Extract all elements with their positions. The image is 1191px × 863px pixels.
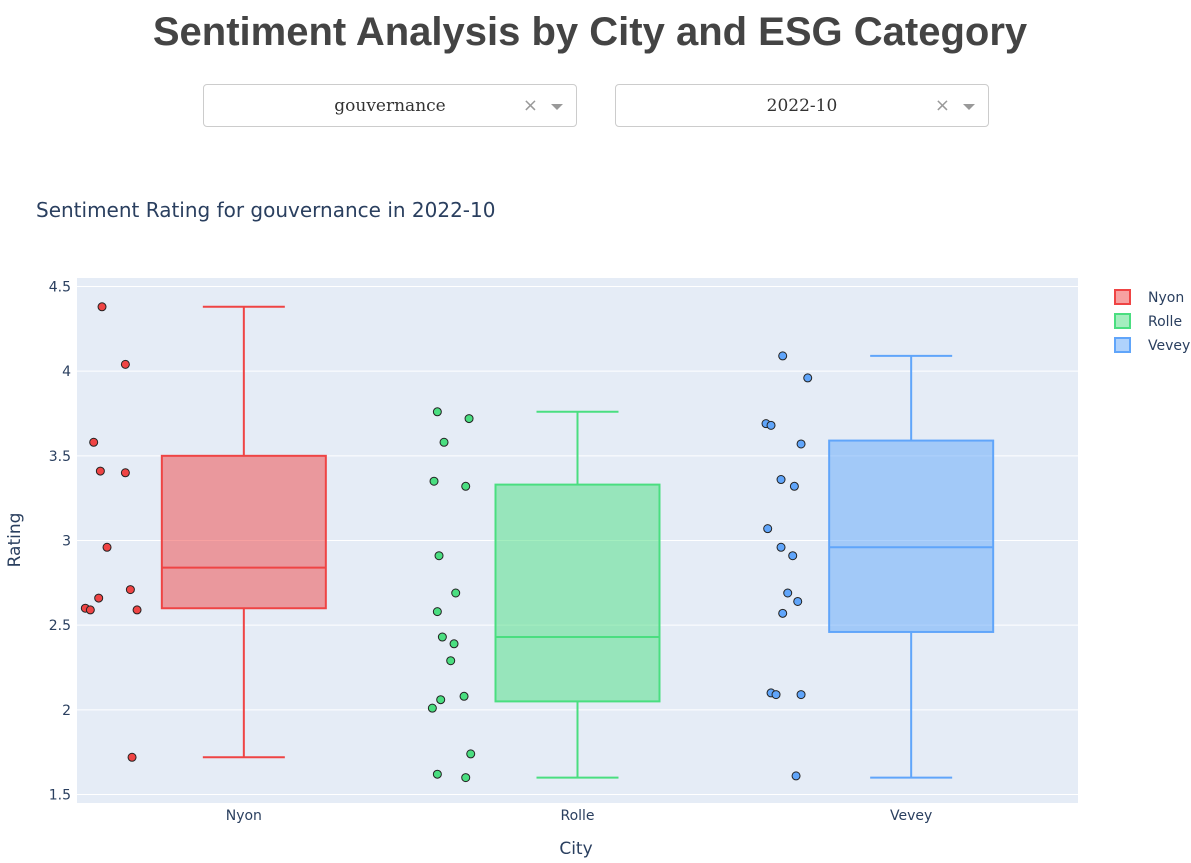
iqr-box [494,483,661,703]
data-point-rolle [437,632,447,642]
y-tick-label: 1.5 [49,788,71,804]
data-point-rolle [461,481,471,491]
y-tick-label: 4 [62,364,71,380]
data-point-nyon [125,585,135,595]
box-rolle [494,410,661,779]
legend-swatch [1114,289,1131,305]
page-title: Sentiment Analysis by City and ESG Categ… [152,10,1028,54]
data-point-vevey [771,690,781,700]
x-tick-label: Vevey [890,808,932,824]
y-tick-label: 2.5 [49,618,71,634]
legend-label: Rolle [1148,314,1182,330]
box-layer [160,305,995,779]
data-point-rolle [432,407,442,417]
x-tick-label: Rolle [560,808,594,824]
data-point-nyon [102,542,112,552]
legend-swatch [1114,313,1131,329]
chevron-down-icon[interactable] [551,104,563,110]
box-vevey [828,354,995,779]
legend-label: Nyon [1148,290,1184,306]
y-tick-label: 3 [62,534,71,550]
data-point-rolle [451,588,461,598]
data-point-vevey [776,475,786,485]
data-point-nyon [127,752,137,762]
data-point-vevey [778,608,788,618]
point-layer [80,302,813,783]
data-point-nyon [85,605,95,615]
data-point-rolle [461,773,471,783]
y-axis-title: Rating [5,513,25,568]
legend: Nyon Rolle Vevey [1114,289,1190,354]
iqr-box [160,454,327,610]
x-axis-title: City [559,839,592,859]
legend-swatch [1114,337,1131,353]
data-point-nyon [95,466,105,476]
data-point-rolle [446,656,456,666]
data-point-rolle [466,749,476,759]
month-dropdown-value: 2022-10 [766,96,838,116]
data-point-rolle [427,703,437,713]
chart-title: Sentiment Rating for gouvernance in 2022… [36,198,495,222]
data-point-rolle [459,691,469,701]
x-tick-label: Nyon [226,808,262,824]
close-icon[interactable]: × [522,95,538,116]
data-point-vevey [776,542,786,552]
data-point-rolle [439,437,449,447]
data-point-vevey [796,439,806,449]
data-point-vevey [803,373,813,383]
data-point-vevey [793,596,803,606]
chevron-down-icon[interactable] [963,104,975,110]
data-point-nyon [132,605,142,615]
data-point-nyon [97,302,107,312]
data-point-nyon [89,437,99,447]
data-point-rolle [434,551,444,561]
data-point-rolle [432,607,442,617]
close-icon[interactable]: × [934,95,950,116]
data-point-nyon [120,359,130,369]
data-point-vevey [788,551,798,561]
data-point-vevey [766,420,776,430]
data-point-vevey [778,351,788,361]
axis-layer: 1.5 2 2.5 3 3.5 4 4.5 Nyon Rolle Vevey [49,279,933,824]
data-point-nyon [94,593,104,603]
y-tick-label: 4.5 [49,279,71,295]
data-point-rolle [464,414,474,424]
data-point-vevey [789,481,799,491]
data-point-vevey [763,524,773,534]
category-dropdown-value: gouvernance [334,96,446,116]
data-point-vevey [791,771,801,781]
y-tick-label: 3.5 [49,449,71,465]
data-point-nyon [120,468,130,478]
data-point-rolle [449,639,459,649]
y-tick-label: 2 [62,703,71,719]
data-point-vevey [796,690,806,700]
iqr-box [828,439,995,633]
month-dropdown[interactable]: 2022-10 × [615,84,989,127]
data-point-rolle [429,476,439,486]
box-nyon [160,305,327,759]
data-point-rolle [436,695,446,705]
category-dropdown[interactable]: gouvernance × [203,84,577,127]
legend-label: Vevey [1148,338,1190,354]
data-point-rolle [432,769,442,779]
data-point-vevey [783,588,793,598]
